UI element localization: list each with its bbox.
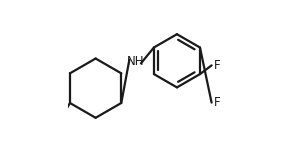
Text: F: F	[214, 59, 220, 72]
Text: F: F	[214, 96, 220, 109]
Text: NH: NH	[126, 55, 144, 68]
